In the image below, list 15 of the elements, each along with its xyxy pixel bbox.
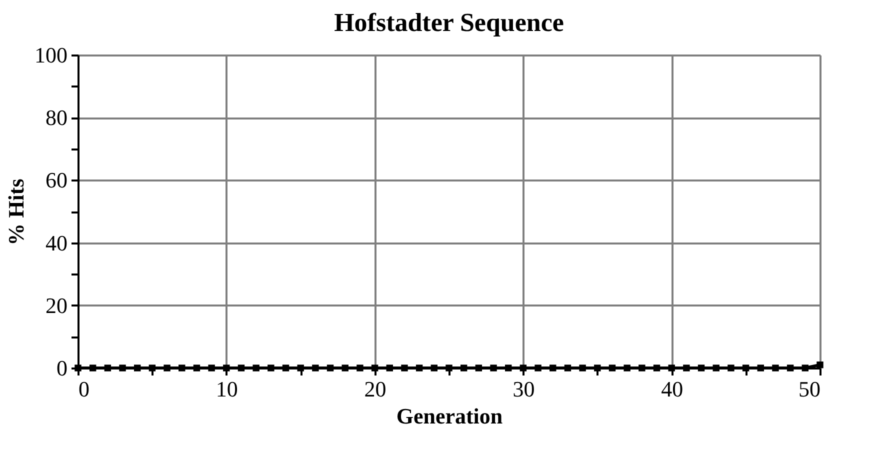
- y-tick-label: 0: [56, 356, 68, 380]
- chart-title: Hofstadter Sequence: [334, 8, 564, 37]
- x-tick-label: 30: [512, 376, 535, 402]
- x-tick-label: 10: [216, 376, 238, 402]
- y-tick-label: 60: [46, 168, 68, 193]
- y-tick-label: 100: [34, 42, 68, 68]
- x-axis-title: Generation: [396, 404, 503, 428]
- x-tick-label: 50: [798, 376, 820, 402]
- y-tick-label: 20: [46, 292, 68, 318]
- y-axis-title: % Hits: [4, 178, 28, 246]
- x-tick-label: 20: [364, 376, 386, 402]
- x-tick-label: 40: [661, 376, 684, 402]
- y-tick-label: 80: [46, 105, 68, 130]
- x-tick-label: 0: [78, 376, 90, 402]
- y-tick-label: 40: [46, 230, 68, 256]
